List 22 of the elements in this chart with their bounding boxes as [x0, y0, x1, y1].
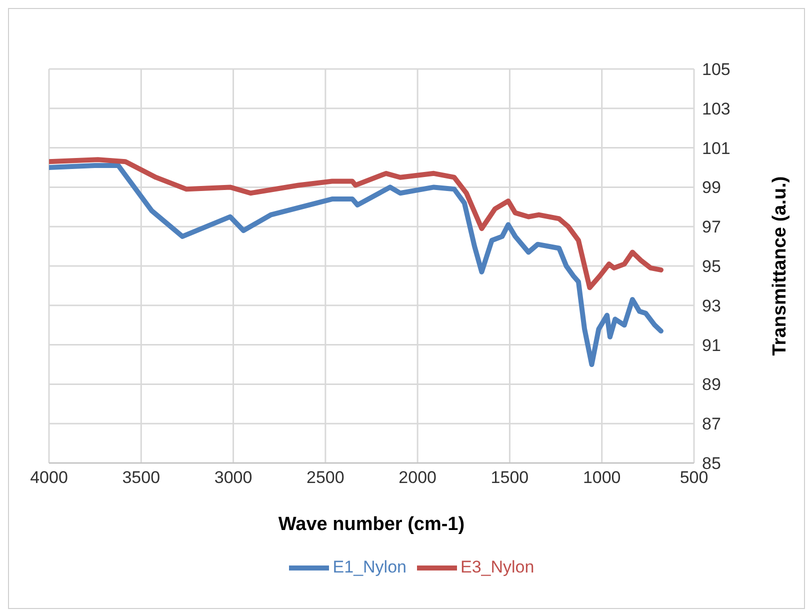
legend-label: E1_Nylon [332, 557, 406, 576]
y-tick-label: 95 [702, 257, 721, 276]
x-tick-label: 2500 [306, 468, 344, 488]
x-tick-label: 4000 [30, 468, 68, 488]
legend-label: E3_Nylon [460, 557, 534, 576]
x-tick-label: 3500 [122, 468, 160, 488]
x-axis-title: Wave number (cm-1) [278, 514, 465, 535]
y-tick-label: 105 [702, 60, 730, 80]
x-tick-label: 3000 [214, 468, 252, 488]
x-tick-label: 500 [680, 468, 708, 488]
y-tick-label: 97 [702, 218, 721, 237]
x-tick-label: 1000 [582, 468, 621, 488]
y-tick-label: 99 [702, 178, 721, 198]
y-tick-label: 89 [702, 375, 721, 394]
y-axis-title: Transmittance (a.u.) [770, 176, 791, 356]
x-tick-label: 2000 [398, 468, 436, 488]
y-tick-label: 103 [702, 99, 730, 118]
x-tick-label: 1500 [490, 468, 529, 488]
y-tick-label: 101 [702, 138, 730, 158]
y-tick-label: 87 [702, 414, 721, 434]
y-tick-label: 93 [702, 296, 721, 316]
y-tick-label: 91 [702, 336, 721, 355]
